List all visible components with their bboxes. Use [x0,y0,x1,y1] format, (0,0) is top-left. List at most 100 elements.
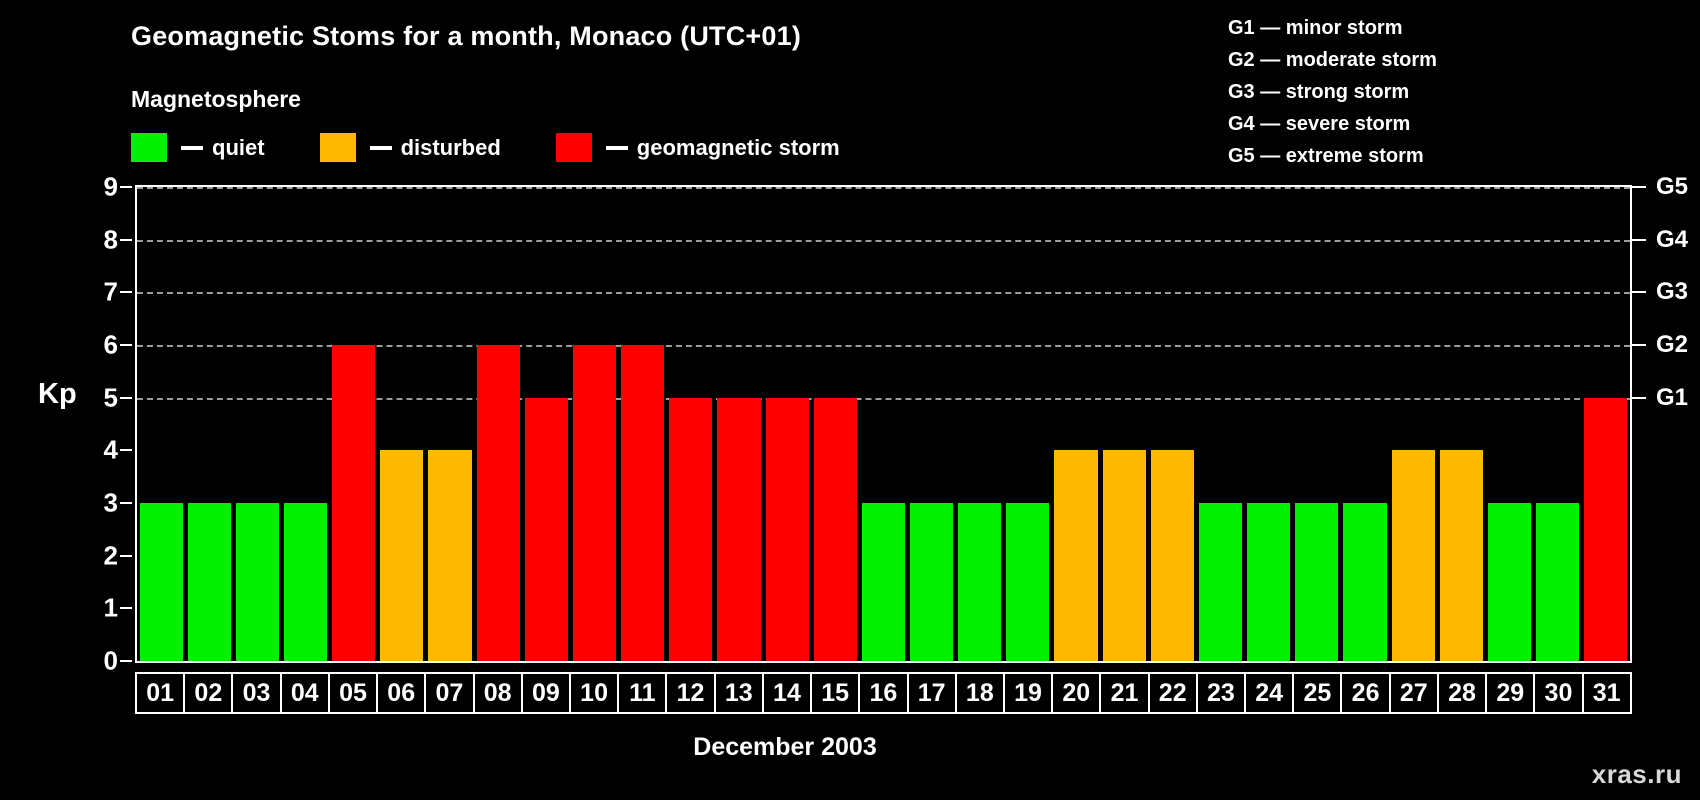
x-tick-label[interactable]: 05 [330,674,379,712]
bar-cell[interactable] [859,187,907,661]
bar[interactable] [813,397,857,661]
x-tick-label[interactable]: 31 [1592,678,1621,707]
bar[interactable] [139,503,183,661]
bar-cell[interactable] [522,187,570,661]
x-tick-label[interactable]: 13 [716,674,764,712]
bar[interactable] [910,503,954,661]
bar-cell[interactable] [667,187,715,661]
bar[interactable] [1391,450,1435,661]
bar[interactable] [861,503,905,661]
bar-cell[interactable] [1004,187,1052,661]
bar-cell[interactable] [474,187,522,661]
y-tick-mark [120,660,132,662]
bar[interactable] [1584,397,1628,661]
x-tick-label[interactable]: 12 [667,674,716,712]
bar-cell[interactable] [1341,187,1389,661]
x-tick-label[interactable]: 20 [1053,674,1102,712]
bar-cell[interactable] [378,187,426,661]
x-tick-label[interactable]: 16 [860,674,909,712]
x-tick-label[interactable]: 08 [475,674,523,712]
bar[interactable] [1102,450,1146,661]
x-tick-label[interactable]: 10 [571,674,620,712]
x-tick-label[interactable]: 19 [1005,674,1054,712]
bar-cell[interactable] [1534,187,1582,661]
bar[interactable] [958,503,1002,661]
bar-cell[interactable] [1437,187,1485,661]
g-scale-row: G2 — moderate storm [1228,49,1437,71]
bar[interactable] [621,345,665,661]
x-tick-label[interactable]: 22 [1150,674,1198,712]
x-tick-label[interactable]: 07 [426,674,475,712]
bar[interactable] [235,503,279,661]
bar-cell[interactable] [1052,187,1100,661]
bar[interactable] [476,345,520,661]
bar-cell[interactable] [956,187,1004,661]
bar-cell[interactable] [570,187,618,661]
bar[interactable] [717,397,761,661]
x-tick-label[interactable]: 21 [1101,674,1150,712]
x-tick-label[interactable]: 04 [282,674,330,712]
bar[interactable] [428,450,472,661]
bar[interactable] [765,397,809,661]
bar[interactable] [1439,450,1483,661]
x-tick-label[interactable]: 17 [909,674,957,712]
bar-cell[interactable] [908,187,956,661]
bar-cell[interactable] [330,187,378,661]
bar-cell[interactable] [1148,187,1196,661]
x-tick-label[interactable]: 01 [137,674,186,712]
x-tick-label[interactable]: 18 [957,674,1005,712]
bar-cell[interactable] [1582,187,1630,661]
bar-cell[interactable] [233,187,281,661]
x-tick-label[interactable]: 03 [233,674,282,712]
bar[interactable] [1006,503,1050,661]
bar[interactable] [1054,450,1098,661]
x-tick-label[interactable]: 23 [1198,674,1247,712]
bar[interactable] [669,397,713,661]
x-tick-label[interactable]: 06 [378,674,427,712]
x-tick-label[interactable]: 24 [1246,674,1295,712]
gridline [137,345,1630,347]
y-tick-label: 1 [103,592,118,623]
bar[interactable] [283,503,328,661]
bar-cell[interactable] [811,187,859,661]
bar[interactable] [187,503,231,661]
x-tick-label[interactable]: 25 [1294,674,1343,712]
bar-cell[interactable] [1196,187,1244,661]
x-tick-label[interactable]: 30 [1535,674,1584,712]
bar-cell[interactable] [1245,187,1293,661]
bar[interactable] [524,397,568,661]
x-tick-label[interactable]: 14 [764,674,813,712]
bar-cell[interactable] [1100,187,1148,661]
bar-cell[interactable] [281,187,329,661]
bar-cell[interactable] [185,187,233,661]
bar[interactable] [1487,503,1532,661]
bar-cell[interactable] [1485,187,1533,661]
bar-cell[interactable] [1389,187,1437,661]
x-tick-label[interactable]: 28 [1439,674,1488,712]
x-tick-label[interactable]: 26 [1342,674,1391,712]
x-tick-label[interactable]: 11 [619,674,668,712]
x-tick-label[interactable]: 27 [1391,674,1439,712]
x-tick-label[interactable]: 02 [185,674,234,712]
bar[interactable] [1295,503,1339,661]
bar[interactable] [1536,503,1580,661]
g-tick-label: G5 [1656,173,1689,200]
bar[interactable] [1198,503,1243,661]
bar-cell[interactable] [1293,187,1341,661]
x-tick-label[interactable]: 29 [1487,674,1536,712]
bar[interactable] [1343,503,1387,661]
bar-cell[interactable] [619,187,667,661]
x-tick-label[interactable]: 15 [812,674,861,712]
chart-subtitle: Magnetosphere [131,86,301,112]
x-tick-label[interactable]: 09 [523,674,571,712]
y-tick-label: 6 [103,329,118,360]
bar-cell[interactable] [715,187,763,661]
bar[interactable] [332,345,376,661]
bar-cell[interactable] [763,187,811,661]
bar-cell[interactable] [137,187,185,661]
bar-cell[interactable] [426,187,474,661]
bar[interactable] [1150,450,1194,661]
bar[interactable] [380,450,424,661]
bar[interactable] [1247,503,1291,661]
bar[interactable] [572,345,617,661]
